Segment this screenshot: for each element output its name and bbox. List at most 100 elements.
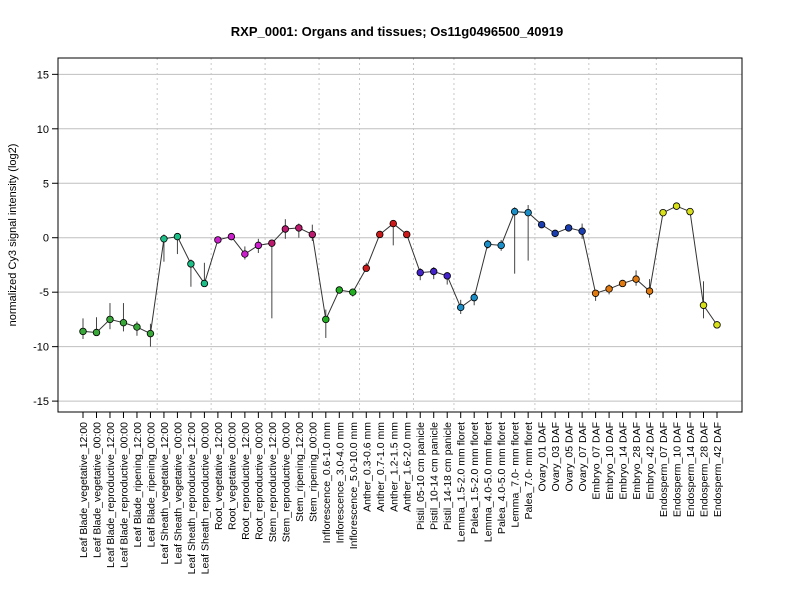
x-tick-label: Root_reproductive_12:00 [240, 422, 252, 540]
data-point [416, 268, 424, 277]
x-tick-label: Ovary_01 DAF [537, 422, 549, 491]
x-tick-label: Anther_1.6-2.0 mm [402, 422, 414, 512]
x-tick-label: Leaf Blade_vegetative_00:00 [91, 422, 103, 558]
x-tick-label: Stem_reproductive_12:00 [267, 422, 279, 542]
x-tick-label: Anther_0.7-1.0 mm [375, 422, 387, 512]
x-tick-label: Leaf Blade_reproductive_12:00 [105, 422, 117, 568]
y-tick-label: 0 [43, 233, 49, 245]
data-point [308, 230, 317, 239]
data-point [699, 301, 708, 309]
data-point [362, 264, 370, 272]
series-line [82, 205, 718, 335]
error-bars [82, 203, 718, 347]
x-tick-label: Palea_4.0-5.0 mm floret [496, 422, 508, 534]
x-tick-label: Leaf Blade_vegetative_12:00 [78, 422, 90, 558]
plot-frame [57, 57, 743, 413]
data-point [214, 236, 222, 244]
data-point [322, 315, 330, 324]
x-tick-label: Anther_0.3-0.6 mm [361, 422, 373, 512]
x-tick-label: Ovary_07 DAF [577, 422, 589, 491]
data-point [281, 225, 290, 233]
data-point [173, 232, 182, 241]
x-tick-label: Lemma_1.5-2.0 mm floret [456, 422, 468, 542]
data-point [483, 240, 492, 248]
data-point [551, 229, 559, 238]
data-point [524, 208, 532, 217]
x-tick-label: Palea_7.0- mm floret [523, 422, 535, 520]
data-point [187, 260, 195, 268]
data-point [146, 329, 155, 338]
data-point [241, 250, 249, 258]
x-tick-label: Lemma_7.0- mm floret [510, 422, 522, 528]
data-point [119, 318, 128, 327]
data-point [686, 207, 694, 216]
x-tick-label: Embryo_14 DAF [618, 422, 630, 500]
data-points [79, 202, 721, 338]
x-tick-label: Leaf Sheath_reproductive_00:00 [199, 422, 211, 575]
data-point [349, 288, 357, 296]
x-tick-label: Leaf Blade_ripening_12:00 [132, 422, 144, 548]
x-tick-label: Embryo_07 DAF [591, 422, 603, 500]
data-point [92, 328, 101, 337]
x-tick-label: Anther_1.2-1.5 mm [388, 422, 400, 512]
data-point [133, 323, 141, 331]
y-tick-label: 15 [37, 69, 49, 81]
data-point [605, 285, 613, 293]
x-tick-label: Root_vegetative_12:00 [213, 422, 225, 530]
data-point [672, 202, 681, 210]
data-point [659, 208, 667, 217]
x-tick-label: Stem_reproductive_00:00 [280, 422, 292, 542]
y-tick-label: 10 [37, 124, 49, 136]
x-tick-label: Root_reproductive_00:00 [253, 422, 265, 540]
data-point [200, 279, 209, 288]
data-point [430, 267, 438, 276]
x-tick-label: Pistil_10-14 cm panicle [429, 422, 441, 530]
x-tick-label: Endosperm_42 DAF [712, 422, 724, 517]
x-tick-label: Leaf Blade_reproductive_00:00 [118, 422, 130, 568]
y-tick-label: 5 [43, 178, 49, 190]
x-tick-label: Palea_1.5-2.0 mm floret [469, 422, 481, 534]
x-tick-label: Inflorescence_0.6-1.0 mm [321, 422, 333, 544]
data-point [713, 321, 721, 329]
x-tick-label: Pistil_14-18 cm panicle [442, 422, 454, 530]
data-point [470, 293, 478, 302]
data-point [457, 303, 465, 312]
x-tick-label: Leaf Sheath_reproductive_12:00 [186, 422, 198, 575]
x-tick-label: Embryo_28 DAF [631, 422, 643, 500]
y-axis: -15 -10 -5 0 5 10 15 [33, 69, 59, 408]
data-point [443, 272, 451, 280]
data-point [564, 224, 573, 232]
group-separators [156, 58, 657, 412]
data-point [632, 275, 640, 283]
x-tick-label: Inflorescence_3.0-4.0 mm [334, 422, 346, 544]
x-tick-label: Stem_ripening_12:00 [294, 422, 306, 522]
data-point [618, 279, 627, 288]
data-point [268, 239, 276, 247]
data-point [389, 219, 397, 228]
x-axis: Leaf Blade_vegetative_12:00 Leaf Blade_ve… [78, 411, 724, 575]
data-point [254, 241, 263, 250]
x-tick-label: Lemma_4.0-5.0 mm floret [483, 422, 495, 542]
data-point [295, 224, 303, 232]
y-tick-label: -5 [39, 287, 49, 299]
x-tick-label: Endosperm_10 DAF [672, 422, 684, 517]
x-tick-label: Root_vegetative_00:00 [226, 422, 238, 530]
x-tick-label: Embryo_10 DAF [604, 422, 616, 500]
x-tick-label: Stem_ripening_00:00 [307, 422, 319, 522]
data-point [497, 241, 505, 250]
data-point [335, 286, 343, 294]
data-point [227, 232, 236, 241]
x-tick-label: Endosperm_07 DAF [658, 422, 670, 517]
y-axis-label: normalized Cy3 signal intensity (log2) [7, 144, 19, 327]
data-point [591, 289, 600, 297]
y-tick-label: -15 [33, 396, 49, 408]
x-tick-label: Embryo_42 DAF [645, 422, 657, 500]
data-point [645, 287, 654, 295]
chart-title: RXP_0001: Organs and tissues; Os11g04965… [231, 24, 563, 39]
x-tick-label: Leaf Sheath_vegetative_00:00 [172, 422, 184, 565]
x-tick-label: Inflorescence_5.0-10.0 mm [348, 422, 360, 549]
x-tick-label: Endosperm_28 DAF [699, 422, 711, 517]
x-tick-label: Ovary_05 DAF [564, 422, 576, 491]
data-point [106, 315, 114, 324]
